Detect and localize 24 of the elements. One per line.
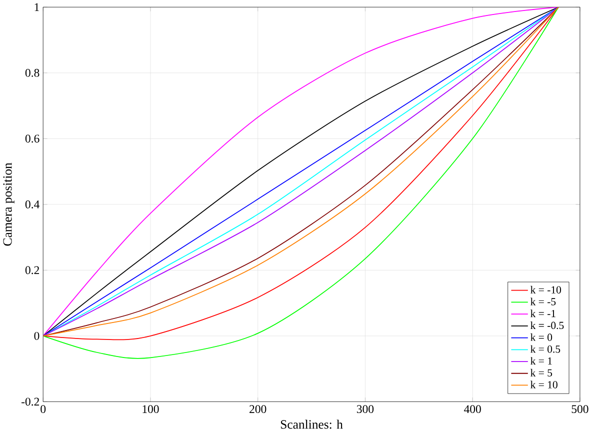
legend-label: k = -10 — [530, 286, 562, 294]
y-tick-label: 0.8 — [25, 68, 40, 77]
y-axis-title: Camera position — [3, 162, 14, 246]
y-tick-label: -0.2 — [22, 398, 40, 406]
y-tick-label: 0.2 — [25, 266, 40, 274]
legend-label: k = 0.5 — [530, 345, 560, 353]
legend-label: k = -1 — [530, 310, 556, 318]
legend-label: k = 0 — [530, 333, 552, 341]
y-tick-label: 0.4 — [25, 200, 40, 208]
x-tick-label: 0 — [40, 405, 46, 414]
legend-label: k = 5 — [530, 368, 552, 376]
legend-label: k = 10 — [530, 380, 558, 388]
legend-label: k = 1 — [530, 357, 552, 364]
legend-label: k = -5 — [530, 298, 556, 306]
x-tick-label: 500 — [572, 405, 588, 414]
y-tick-label: 1 — [34, 3, 39, 11]
x-tick-label: 400 — [464, 405, 481, 414]
y-tick-label: 0.6 — [25, 134, 40, 143]
x-axis-title: Scanlines: h — [280, 420, 343, 429]
x-tick-label: 300 — [356, 405, 374, 414]
legend-label: k = -0.5 — [530, 321, 564, 330]
x-tick-label: 200 — [250, 405, 266, 414]
y-tick-label: 0 — [34, 332, 40, 340]
x-tick-label: 100 — [142, 405, 159, 414]
